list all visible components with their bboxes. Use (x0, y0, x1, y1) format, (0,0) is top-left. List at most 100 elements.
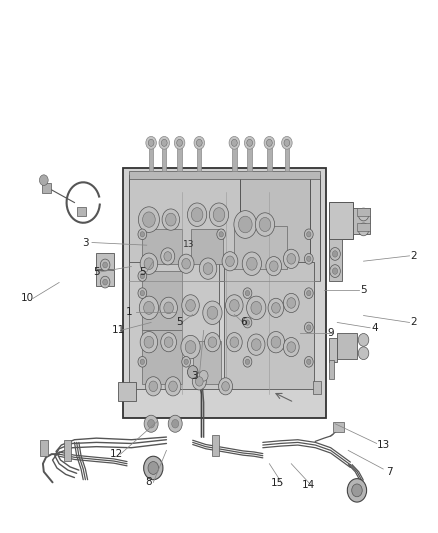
Circle shape (222, 252, 238, 271)
Circle shape (217, 229, 226, 240)
Bar (96, 270, 114, 286)
Circle shape (282, 136, 292, 149)
Bar (162, 143, 166, 171)
Circle shape (267, 332, 285, 353)
Circle shape (209, 203, 229, 227)
Circle shape (144, 302, 154, 314)
Circle shape (304, 254, 313, 264)
Circle shape (166, 213, 176, 226)
Circle shape (283, 337, 299, 357)
Circle shape (358, 334, 369, 346)
Text: 13: 13 (377, 440, 390, 450)
Circle shape (307, 232, 311, 237)
Text: 10: 10 (21, 294, 34, 303)
Bar (177, 143, 182, 171)
Text: 11: 11 (112, 326, 125, 335)
Circle shape (203, 263, 213, 274)
Circle shape (182, 259, 191, 269)
Circle shape (159, 136, 170, 149)
Circle shape (283, 249, 299, 269)
Circle shape (169, 381, 177, 392)
Circle shape (139, 296, 159, 320)
Circle shape (358, 347, 369, 360)
Bar (197, 143, 201, 171)
Bar (129, 262, 219, 389)
Circle shape (330, 247, 340, 260)
Circle shape (165, 377, 181, 396)
Bar (142, 271, 182, 330)
Circle shape (161, 248, 175, 265)
Bar (232, 143, 237, 171)
Circle shape (144, 336, 154, 348)
Circle shape (140, 273, 145, 279)
Circle shape (259, 217, 271, 231)
Circle shape (140, 232, 145, 237)
Circle shape (251, 302, 261, 314)
Circle shape (160, 297, 177, 319)
Circle shape (144, 258, 154, 270)
Circle shape (145, 377, 161, 396)
Circle shape (332, 268, 338, 274)
Circle shape (164, 302, 173, 314)
Text: 9: 9 (327, 328, 334, 338)
Circle shape (245, 359, 250, 365)
Circle shape (307, 359, 311, 365)
Bar (357, 208, 370, 216)
Circle shape (244, 136, 255, 149)
Circle shape (284, 139, 290, 147)
Circle shape (138, 288, 147, 298)
Circle shape (238, 216, 252, 233)
Bar (353, 208, 370, 235)
Circle shape (245, 290, 250, 296)
Circle shape (271, 336, 281, 348)
Bar (337, 333, 357, 359)
Circle shape (208, 337, 217, 348)
Bar (129, 175, 320, 281)
Circle shape (187, 203, 207, 227)
Circle shape (148, 462, 159, 474)
Circle shape (251, 339, 261, 351)
Circle shape (226, 333, 242, 352)
Circle shape (203, 301, 222, 325)
Circle shape (172, 419, 179, 428)
Circle shape (181, 335, 200, 359)
Circle shape (187, 366, 198, 378)
Bar (328, 338, 337, 362)
Circle shape (266, 139, 272, 147)
Circle shape (245, 320, 250, 325)
Bar (267, 143, 272, 171)
Circle shape (231, 139, 237, 147)
Circle shape (247, 257, 257, 270)
Bar (142, 330, 182, 384)
Circle shape (230, 300, 239, 311)
Bar (328, 239, 342, 281)
Circle shape (148, 139, 154, 147)
Circle shape (234, 211, 257, 238)
Circle shape (191, 208, 203, 222)
Circle shape (287, 297, 296, 308)
Circle shape (194, 136, 205, 149)
Circle shape (149, 381, 158, 392)
Circle shape (268, 298, 284, 318)
Bar (313, 381, 321, 394)
Bar (64, 440, 71, 461)
Circle shape (332, 251, 338, 257)
Circle shape (192, 373, 206, 390)
Circle shape (162, 209, 180, 230)
Bar (191, 229, 223, 264)
Circle shape (177, 139, 183, 147)
Bar (193, 341, 221, 384)
Circle shape (213, 208, 225, 222)
Circle shape (247, 296, 266, 320)
Circle shape (242, 252, 261, 276)
Bar (129, 171, 320, 179)
Text: 5: 5 (360, 286, 367, 295)
Text: 3: 3 (191, 371, 198, 381)
Circle shape (330, 265, 340, 278)
Circle shape (255, 213, 275, 236)
Circle shape (140, 253, 158, 274)
Circle shape (307, 325, 311, 330)
Circle shape (161, 139, 167, 147)
Circle shape (347, 479, 367, 502)
Circle shape (148, 419, 155, 428)
